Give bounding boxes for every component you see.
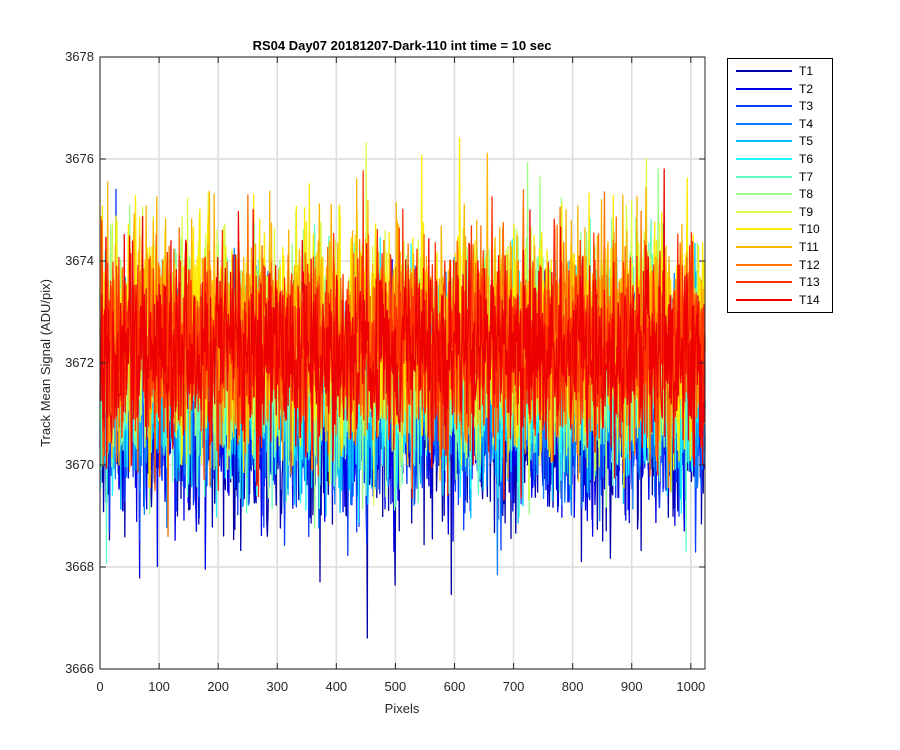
- legend-swatch: [736, 175, 792, 178]
- legend-label: T5: [799, 134, 814, 149]
- legend-swatch: [736, 228, 792, 231]
- legend-item-t3: T3: [728, 98, 832, 115]
- legend-item-t14: T14: [728, 292, 832, 309]
- axis-ticks: 0 100 200 300 400 500 600 700 800 900 1000 3666 3668…: [65, 49, 705, 694]
- y-tick-label: 3674: [65, 253, 94, 268]
- legend-swatch: [736, 246, 792, 248]
- legend-label: T6: [799, 152, 814, 166]
- legend-swatch: [736, 122, 792, 125]
- legend-item-t9: T9: [728, 204, 832, 221]
- legend-swatch: [736, 105, 792, 108]
- x-tick-label: 700: [503, 679, 525, 694]
- legend-item-t4: T4: [728, 116, 832, 133]
- y-tick-label: 3676: [65, 151, 94, 166]
- x-tick-label: 300: [266, 679, 288, 694]
- y-axis-label: Track Mean Signal (ADU/pix): [38, 279, 53, 447]
- legend-label: T2: [799, 81, 814, 96]
- legend-label: T12: [799, 257, 820, 272]
- legend-label: T13: [799, 275, 820, 290]
- legend: T1 T2 T3 T4 T5 T6 T7 T8 T9 T10 T11 T12 T13 T14: [727, 58, 833, 313]
- y-tick-label: 3672: [65, 355, 94, 370]
- legend-item-t11: T11: [728, 239, 832, 256]
- legend-label: T14: [799, 292, 820, 307]
- x-tick-label: 200: [207, 679, 229, 694]
- chart-title: RS04 Day07 20181207-Dark-110 int time = …: [253, 38, 552, 53]
- x-tick-label: 0: [96, 679, 103, 694]
- legend-swatch: [736, 87, 792, 90]
- legend-label: T9: [799, 204, 814, 219]
- legend-swatch: [736, 140, 792, 143]
- legend-swatch: [736, 298, 792, 301]
- legend-item-t8: T8: [728, 186, 832, 203]
- legend-label: T3: [799, 99, 814, 114]
- legend-item-t12: T12: [728, 257, 832, 274]
- legend-item-t1: T1: [728, 63, 832, 80]
- x-tick-label: 800: [562, 679, 584, 694]
- legend-item-t6: T6: [728, 151, 832, 168]
- legend-label: T7: [799, 169, 814, 184]
- x-tick-label: 500: [385, 679, 407, 694]
- x-tick-label: 400: [325, 679, 347, 694]
- x-axis-label: Pixels: [385, 701, 420, 716]
- legend-label: T11: [799, 240, 819, 254]
- x-tick-label: 600: [444, 679, 466, 694]
- legend-item-t13: T13: [728, 274, 832, 291]
- legend-label: T8: [799, 187, 814, 202]
- y-tick-label: 3670: [65, 457, 94, 472]
- legend-swatch: [736, 70, 792, 72]
- legend-swatch: [736, 281, 792, 284]
- legend-label: T1: [799, 64, 814, 78]
- series-line-t14: [99, 168, 706, 499]
- legend-swatch: [736, 158, 792, 160]
- legend-item-t7: T7: [728, 169, 832, 186]
- legend-swatch: [736, 263, 792, 266]
- legend-item-t5: T5: [728, 133, 832, 150]
- legend-label: T4: [799, 116, 814, 131]
- x-tick-label: 100: [148, 679, 170, 694]
- legend-label: T10: [799, 222, 820, 237]
- x-tick-label: 900: [621, 679, 643, 694]
- legend-swatch: [736, 193, 792, 196]
- legend-item-t10: T10: [728, 221, 832, 238]
- legend-swatch: [736, 210, 792, 213]
- series-group: [99, 137, 706, 639]
- y-tick-label: 3678: [65, 49, 94, 64]
- y-tick-label: 3668: [65, 559, 94, 574]
- x-tick-label: 1000: [676, 679, 705, 694]
- y-tick-label: 3666: [65, 661, 94, 676]
- legend-item-t2: T2: [728, 81, 832, 98]
